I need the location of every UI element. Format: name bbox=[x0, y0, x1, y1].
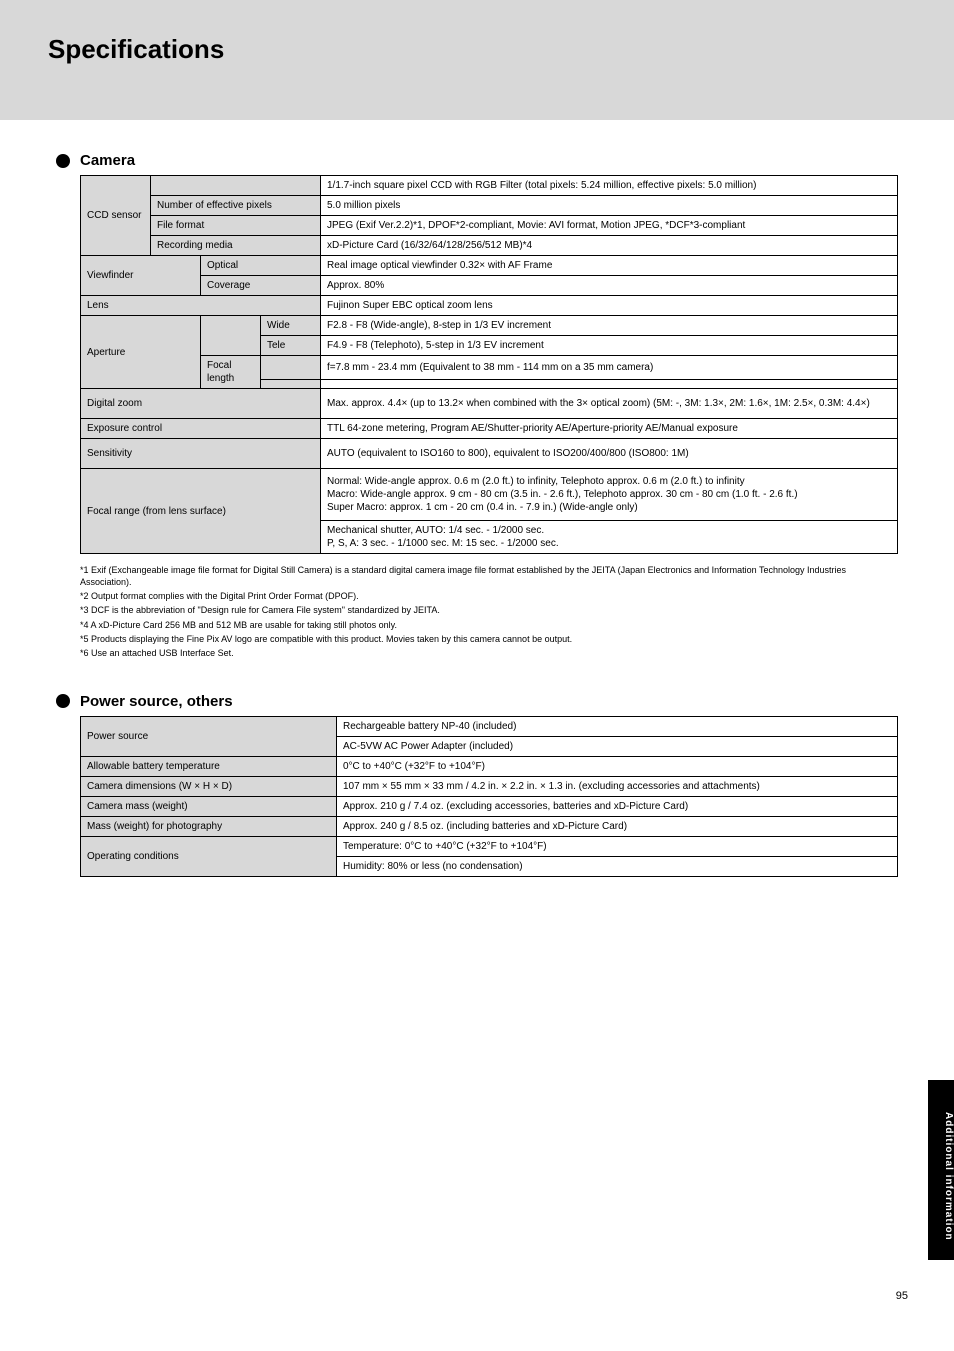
row-value: Normal: Wide-angle approx. 0.6 m (2.0 ft… bbox=[321, 469, 898, 521]
footnote: *4 A xD-Picture Card 256 MB and 512 MB a… bbox=[80, 619, 898, 631]
row-value: AC-5VW AC Power Adapter (included) bbox=[337, 736, 898, 756]
row-label: Focal range (from lens surface) bbox=[81, 469, 321, 554]
table-row: Lens Fujinon Super EBC optical zoom lens bbox=[81, 296, 898, 316]
row-label bbox=[201, 316, 261, 356]
row-label bbox=[261, 356, 321, 380]
row-label: Camera mass (weight) bbox=[81, 796, 337, 816]
row-label: Operating conditions bbox=[81, 836, 337, 876]
row-value: Real image optical viewfinder 0.32× with… bbox=[321, 256, 898, 276]
bullet-icon bbox=[56, 154, 70, 168]
row-value: AUTO (equivalent to ISO160 to 800), equi… bbox=[321, 439, 898, 469]
section-head-power: Power source, others bbox=[56, 693, 898, 710]
header-band: Specifications bbox=[0, 0, 954, 120]
table-row: Operating conditions Temperature: 0°C to… bbox=[81, 836, 898, 856]
table-row: Camera mass (weight) Approx. 210 g / 7.4… bbox=[81, 796, 898, 816]
row-value: Temperature: 0°C to +40°C (+32°F to +104… bbox=[337, 836, 898, 856]
row-label: Camera dimensions (W × H × D) bbox=[81, 776, 337, 796]
table-row: Focal length f=7.8 mm - 23.4 mm (Equival… bbox=[81, 356, 898, 380]
row-label: Tele bbox=[261, 336, 321, 356]
footnotes: *1 Exif (Exchangeable image file format … bbox=[80, 564, 898, 659]
table-row: Number of effective pixels 5.0 million p… bbox=[81, 196, 898, 216]
row-value: TTL 64-zone metering, Program AE/Shutter… bbox=[321, 419, 898, 439]
section-head-camera: Camera bbox=[56, 152, 898, 169]
row-label: Power source bbox=[81, 716, 337, 756]
footnote: *2 Output format complies with the Digit… bbox=[80, 590, 898, 602]
row-value: f=7.8 mm - 23.4 mm (Equivalent to 38 mm … bbox=[321, 356, 898, 380]
row-value: Approx. 210 g / 7.4 oz. (excluding acces… bbox=[337, 796, 898, 816]
row-label: Allowable battery temperature bbox=[81, 756, 337, 776]
table-row: Mass (weight) for photography Approx. 24… bbox=[81, 816, 898, 836]
row-label: Exposure control bbox=[81, 419, 321, 439]
row-value: Fujinon Super EBC optical zoom lens bbox=[321, 296, 898, 316]
row-label: Lens bbox=[81, 296, 321, 316]
row-label: Number of effective pixels bbox=[151, 196, 321, 216]
row-label: Recording media bbox=[151, 236, 321, 256]
section-title-camera: Camera bbox=[80, 152, 135, 169]
row-label: File format bbox=[151, 216, 321, 236]
table-row: Aperture Wide F2.8 - F8 (Wide-angle), 8-… bbox=[81, 316, 898, 336]
row-label: CCD sensor bbox=[81, 176, 151, 256]
table-row: Power source Rechargeable battery NP-40 … bbox=[81, 716, 898, 736]
row-value: F2.8 - F8 (Wide-angle), 8-step in 1/3 EV… bbox=[321, 316, 898, 336]
row-value: Rechargeable battery NP-40 (included) bbox=[337, 716, 898, 736]
section-title-power: Power source, others bbox=[80, 693, 233, 710]
table-row: Sensitivity AUTO (equivalent to ISO160 t… bbox=[81, 439, 898, 469]
row-value: Mechanical shutter, AUTO: 1/4 sec. - 1/2… bbox=[321, 521, 898, 554]
row-label: Viewfinder bbox=[81, 256, 201, 296]
row-value: F4.9 - F8 (Telephoto), 5-step in 1/3 EV … bbox=[321, 336, 898, 356]
table-row: File format JPEG (Exif Ver.2.2)*1, DPOF*… bbox=[81, 216, 898, 236]
row-label: Focal length bbox=[201, 356, 261, 389]
row-label: Digital zoom bbox=[81, 389, 321, 419]
footnote: *3 DCF is the abbreviation of "Design ru… bbox=[80, 604, 898, 616]
table-row: Exposure control TTL 64-zone metering, P… bbox=[81, 419, 898, 439]
table-row: CCD sensor 1/1.7-inch square pixel CCD w… bbox=[81, 176, 898, 196]
row-value: Humidity: 80% or less (no condensation) bbox=[337, 856, 898, 876]
row-label bbox=[261, 380, 321, 389]
table-row: Coverage Approx. 80% bbox=[81, 276, 898, 296]
footnote: *6 Use an attached USB Interface Set. bbox=[80, 647, 898, 659]
row-value: Approx. 80% bbox=[321, 276, 898, 296]
row-value: JPEG (Exif Ver.2.2)*1, DPOF*2-compliant,… bbox=[321, 216, 898, 236]
spec-table-camera: CCD sensor 1/1.7-inch square pixel CCD w… bbox=[80, 175, 898, 554]
row-label bbox=[151, 176, 321, 196]
bullet-icon bbox=[56, 694, 70, 708]
table-row: Camera dimensions (W × H × D) 107 mm × 5… bbox=[81, 776, 898, 796]
page-number: 95 bbox=[896, 1290, 908, 1302]
row-label: Aperture bbox=[81, 316, 201, 389]
table-row: Viewfinder Optical Real image optical vi… bbox=[81, 256, 898, 276]
row-label: Coverage bbox=[201, 276, 321, 296]
row-label: Wide bbox=[261, 316, 321, 336]
row-label: Mass (weight) for photography bbox=[81, 816, 337, 836]
table-row: Recording media xD-Picture Card (16/32/6… bbox=[81, 236, 898, 256]
side-tab: Additional information bbox=[928, 1080, 954, 1260]
row-value: 0°C to +40°C (+32°F to +104°F) bbox=[337, 756, 898, 776]
row-label: Sensitivity bbox=[81, 439, 321, 469]
footnote: *1 Exif (Exchangeable image file format … bbox=[80, 564, 898, 588]
row-value: Max. approx. 4.4× (up to 13.2× when comb… bbox=[321, 389, 898, 419]
row-value: 1/1.7-inch square pixel CCD with RGB Fil… bbox=[321, 176, 898, 196]
page-content: Camera CCD sensor 1/1.7-inch square pixe… bbox=[0, 120, 954, 917]
row-value: Approx. 240 g / 8.5 oz. (including batte… bbox=[337, 816, 898, 836]
table-row: Digital zoom Max. approx. 4.4× (up to 13… bbox=[81, 389, 898, 419]
row-label: Optical bbox=[201, 256, 321, 276]
row-value: xD-Picture Card (16/32/64/128/256/512 MB… bbox=[321, 236, 898, 256]
footnote: *5 Products displaying the Fine Pix AV l… bbox=[80, 633, 898, 645]
spec-table-power: Power source Rechargeable battery NP-40 … bbox=[80, 716, 898, 877]
table-row: Focal range (from lens surface) Normal: … bbox=[81, 469, 898, 521]
row-value bbox=[321, 380, 898, 389]
page-title: Specifications bbox=[48, 34, 906, 65]
table-row: Allowable battery temperature 0°C to +40… bbox=[81, 756, 898, 776]
row-value: 107 mm × 55 mm × 33 mm / 4.2 in. × 2.2 i… bbox=[337, 776, 898, 796]
row-value: 5.0 million pixels bbox=[321, 196, 898, 216]
